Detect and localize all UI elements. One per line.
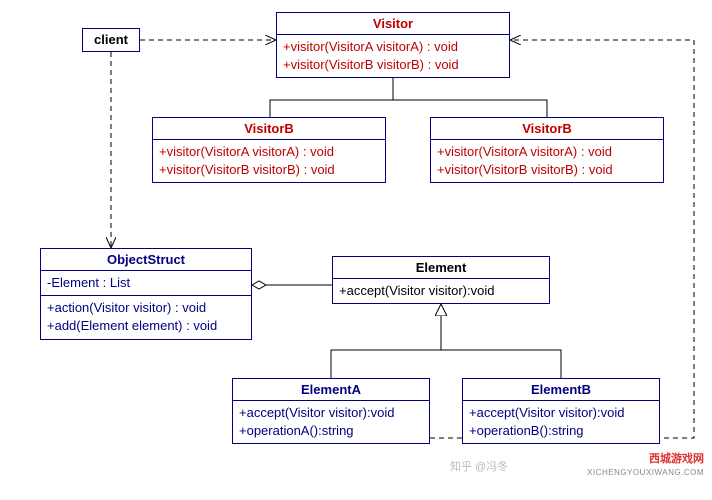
- box-elementb: ElementB +accept(Visitor visitor):void +…: [462, 378, 660, 444]
- box-visitor: Visitor +visitor(VisitorA visitorA) : vo…: [276, 12, 510, 78]
- box-client: client: [82, 28, 140, 52]
- visitorb2-methods: +visitor(VisitorA visitorA) : void +visi…: [431, 139, 663, 182]
- box-objectstruct: ObjectStruct -Element : List +action(Vis…: [40, 248, 252, 340]
- box-visitorb-left: VisitorB +visitor(VisitorA visitorA) : v…: [152, 117, 386, 183]
- box-visitorb-right: VisitorB +visitor(VisitorA visitorA) : v…: [430, 117, 664, 183]
- edge-elem-horizontal: [331, 350, 561, 378]
- visitorb2-m1: +visitor(VisitorA visitorA) : void: [437, 143, 657, 161]
- visitor-methods: +visitor(VisitorA visitorA) : void +visi…: [277, 34, 509, 77]
- watermark-zhihu: 知乎 @冯冬: [450, 458, 508, 474]
- visitor-title: Visitor: [277, 13, 509, 34]
- visitorb1-methods: +visitor(VisitorA visitorA) : void +visi…: [153, 139, 385, 182]
- elementa-methods: +accept(Visitor visitor):void +operation…: [233, 400, 429, 443]
- objectstruct-f1: -Element : List: [47, 274, 245, 292]
- visitor-m2: +visitor(VisitorB visitorB) : void: [283, 56, 503, 74]
- objectstruct-fields: -Element : List: [41, 270, 251, 295]
- objectstruct-title: ObjectStruct: [41, 249, 251, 270]
- elementa-m1: +accept(Visitor visitor):void: [239, 404, 423, 422]
- box-element: Element +accept(Visitor visitor):void: [332, 256, 550, 304]
- elementa-m2: +operationA():string: [239, 422, 423, 440]
- objectstruct-m2: +add(Element element) : void: [47, 317, 245, 335]
- watermark-site-cn: 西城游戏网: [649, 450, 704, 466]
- element-m1: +accept(Visitor visitor):void: [339, 282, 543, 300]
- elementa-title: ElementA: [233, 379, 429, 400]
- watermark-site-url: XICHENGYOUXIWANG.COM: [587, 468, 704, 477]
- element-methods: +accept(Visitor visitor):void: [333, 278, 549, 303]
- elementb-title: ElementB: [463, 379, 659, 400]
- edge-visit-horizontal: [270, 100, 547, 117]
- box-elementa: ElementA +accept(Visitor visitor):void +…: [232, 378, 430, 444]
- objectstruct-methods: +action(Visitor visitor) : void +add(Ele…: [41, 295, 251, 338]
- element-title: Element: [333, 257, 549, 278]
- elementb-m1: +accept(Visitor visitor):void: [469, 404, 653, 422]
- visitorb2-m2: +visitor(VisitorB visitorB) : void: [437, 161, 657, 179]
- visitor-m1: +visitor(VisitorA visitorA) : void: [283, 38, 503, 56]
- visitorb2-title: VisitorB: [431, 118, 663, 139]
- client-title: client: [83, 29, 139, 50]
- elementb-methods: +accept(Visitor visitor):void +operation…: [463, 400, 659, 443]
- visitorb1-m1: +visitor(VisitorA visitorA) : void: [159, 143, 379, 161]
- objectstruct-m1: +action(Visitor visitor) : void: [47, 299, 245, 317]
- visitorb1-title: VisitorB: [153, 118, 385, 139]
- elementb-m2: +operationB():string: [469, 422, 653, 440]
- visitorb1-m2: +visitor(VisitorB visitorB) : void: [159, 161, 379, 179]
